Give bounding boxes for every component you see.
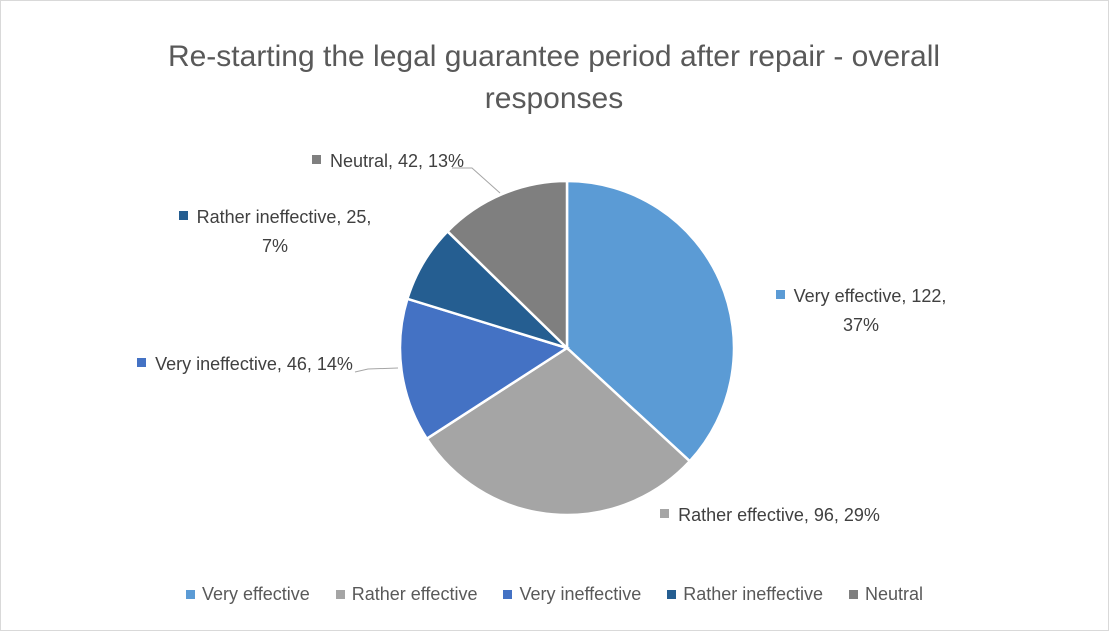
legend-item: Neutral (848, 584, 923, 605)
data-label: Rather ineffective, 25, 7% (170, 203, 380, 261)
legend-marker (848, 590, 858, 599)
data-label-text: Rather effective, 96, 29% (678, 505, 880, 525)
legend-label: Very ineffective (519, 584, 642, 604)
data-label: Very effective, 122, 37% (756, 282, 966, 340)
pie-slice (565, 179, 736, 463)
data-label-text: Rather ineffective, 25, 7% (196, 207, 372, 256)
pie-slice (425, 346, 692, 517)
legend-marker (185, 590, 195, 599)
legend-label: Neutral (864, 584, 923, 604)
data-label: Neutral, 42, 13% (258, 147, 518, 176)
data-label-text: Neutral, 42, 13% (329, 151, 465, 171)
legend-item: Rather ineffective (667, 584, 823, 605)
label-marker (137, 358, 147, 367)
legend-marker (503, 590, 513, 599)
pie-slice (398, 297, 570, 441)
leader-line (452, 167, 501, 194)
label-marker (178, 211, 188, 220)
label-marker (311, 155, 321, 164)
legend-label: Rather effective (351, 584, 478, 604)
label-marker (660, 509, 670, 518)
legend-item: Rather effective (335, 584, 478, 605)
chart-title: Re-starting the legal guarantee period a… (167, 40, 941, 115)
data-label: Rather effective, 96, 29% (660, 501, 880, 530)
legend-label: Rather ineffective (683, 584, 823, 604)
data-label-text: Very effective, 122, 37% (793, 286, 947, 335)
label-marker (775, 290, 785, 299)
legend-marker (335, 590, 345, 599)
legend: Very effective Rather effective Very ineff… (0, 584, 1109, 605)
data-label: Very ineffective, 46, 14% (130, 350, 360, 379)
legend-marker (667, 590, 677, 599)
legend-item: Very ineffective (503, 584, 641, 605)
pie-slice (445, 179, 569, 351)
leader-line (354, 367, 399, 373)
data-label-text: Very ineffective, 46, 14% (155, 354, 353, 374)
legend-label: Very effective (201, 584, 310, 604)
legend-item: Very effective (185, 584, 310, 605)
